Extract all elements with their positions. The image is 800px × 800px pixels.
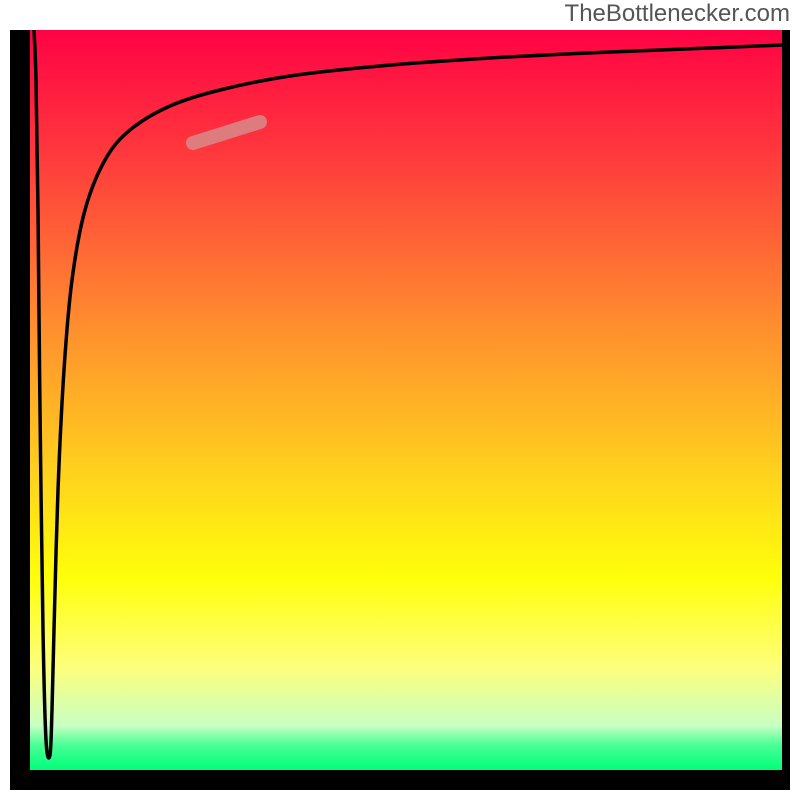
- highlight-segment: [193, 122, 260, 143]
- bottleneck-chart: TheBottlenecker.com: [0, 0, 800, 800]
- bottleneck-curve: [34, 30, 782, 758]
- plot-area: [30, 30, 782, 770]
- plot-frame: [10, 30, 790, 790]
- curve-layer: [30, 30, 782, 770]
- watermark-text: TheBottlenecker.com: [565, 0, 790, 28]
